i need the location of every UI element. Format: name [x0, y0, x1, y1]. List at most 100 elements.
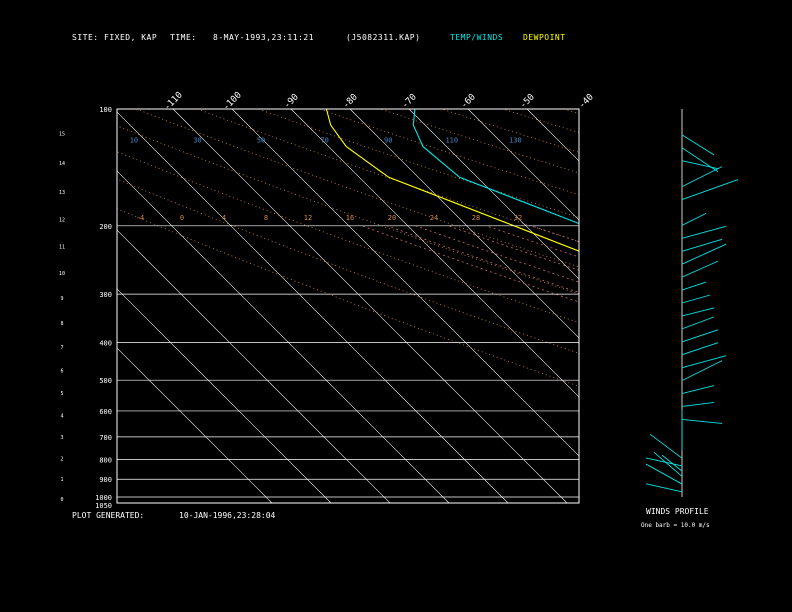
- moist-adiabat-label: 16: [346, 214, 354, 222]
- height-tick-label: 4: [60, 413, 63, 419]
- isotherm-line: [117, 347, 273, 503]
- dry-adiabat-label: 70: [320, 137, 328, 145]
- wind-vector: [681, 402, 715, 407]
- isotherm-top-label: -60: [459, 92, 478, 111]
- isotherm-top-label: -50: [518, 92, 537, 111]
- file-name: (J5082311.KAP): [346, 33, 421, 42]
- moist-adiabat-label: 28: [472, 214, 480, 222]
- wind-vector: [681, 160, 719, 170]
- pressure-tick-label: 200: [99, 223, 112, 231]
- isotherm-line: [408, 109, 579, 280]
- dry-adiabat-line: [117, 178, 579, 354]
- site-label: SITE:: [72, 33, 99, 42]
- wind-vector: [681, 134, 715, 156]
- height-tick-label: 1: [60, 477, 63, 483]
- sounding-dewpoint: [325, 109, 579, 252]
- wind-vector: [681, 307, 715, 317]
- isotherm-line: [117, 229, 391, 503]
- isotherm-top-label: -90: [282, 92, 301, 111]
- isotherm-line: [172, 109, 568, 503]
- moist-adiabat-label: 24: [430, 214, 438, 222]
- wind-vector: [681, 329, 719, 343]
- height-tick-label: 15: [59, 131, 65, 137]
- wind-vector: [681, 238, 723, 252]
- plot-area: [117, 109, 792, 505]
- isotherm-line: [349, 109, 579, 339]
- moist-adiabat-line: [723, 226, 792, 497]
- isotherm-line: [231, 109, 579, 457]
- height-tick-label: 5: [60, 391, 63, 397]
- dry-adiabat-line: [117, 151, 579, 324]
- height-tick-label: 7: [60, 345, 63, 351]
- dry-adiabat-line: [625, 109, 792, 505]
- wind-vector: [681, 166, 723, 188]
- isotherm-line: [586, 109, 792, 503]
- moist-adiabat-label: 20: [388, 214, 396, 222]
- pressure-tick-label: 700: [99, 434, 112, 442]
- height-tick-label: 8: [60, 321, 63, 327]
- moist-adiabat-line: [415, 225, 579, 283]
- wind-vector: [645, 457, 683, 467]
- pressure-tick-label: 500: [99, 377, 112, 385]
- isotherm-top-label: -80: [341, 92, 360, 111]
- isotherm-line: [117, 170, 450, 503]
- pressure-tick-label: 300: [99, 291, 112, 299]
- moist-adiabat-line: [448, 225, 579, 271]
- pressure-tick-label: 600: [99, 408, 112, 416]
- wind-vector: [681, 418, 723, 424]
- dry-adiabat-line: [117, 208, 579, 387]
- wind-vector: [681, 212, 707, 226]
- isotherm-line: [290, 109, 579, 398]
- wind-vector: [645, 483, 683, 493]
- moist-adiabat-line: [531, 225, 579, 243]
- moist-adiabat-label: 32: [514, 214, 522, 222]
- wind-vector: [681, 355, 727, 369]
- legend-temp-winds: TEMP/WINDS: [450, 33, 504, 42]
- pressure-tick-label: 900: [99, 476, 112, 484]
- wind-vector: [681, 147, 719, 173]
- height-tick-label: 6: [60, 368, 63, 374]
- legend-dewpoint: DEWPOINT: [523, 33, 566, 42]
- height-tick-label: 10: [59, 271, 65, 277]
- height-tick-label: 3: [60, 435, 63, 441]
- time-label: TIME:: [170, 33, 197, 42]
- moist-adiabat-label: 12: [304, 214, 312, 222]
- isotherm-line: [467, 109, 579, 221]
- wind-vector: [681, 225, 727, 239]
- wind-vector: [681, 179, 739, 200]
- dry-adiabat-line: [319, 109, 579, 196]
- pressure-tick-label: 400: [99, 340, 112, 348]
- height-tick-label: 13: [59, 190, 65, 196]
- pressure-tick-label: 1000: [95, 494, 112, 502]
- moist-adiabat-label: 4: [222, 214, 226, 222]
- height-tick-label: 9: [60, 296, 63, 302]
- plot-border: [116, 108, 580, 504]
- plot-generated-value: 10-JAN-1996,23:28:04: [179, 511, 276, 520]
- dry-adiabat-label: 130: [509, 137, 522, 145]
- wind-vector: [681, 385, 715, 394]
- moist-adiabat-line: [387, 225, 579, 293]
- dry-adiabat-label: 50: [257, 137, 265, 145]
- wind-vector: [653, 451, 683, 477]
- wind-vector: [681, 281, 707, 291]
- sounding-temp-winds: [412, 109, 579, 225]
- barb-note: One barb = 10.0 m/s: [641, 522, 710, 529]
- winds-profile-label: WINDS PROFILE: [646, 507, 709, 516]
- height-tick-label: 2: [60, 456, 63, 462]
- moist-adiabat-line: [486, 225, 579, 258]
- wind-vector: [661, 454, 683, 472]
- plot-generated-label: PLOT GENERATED:: [72, 511, 145, 520]
- height-tick-label: 0: [60, 497, 63, 503]
- wind-vector: [681, 243, 727, 265]
- isotherm-top-label: -70: [400, 92, 419, 111]
- isotherm-top-label: -40: [577, 92, 596, 111]
- height-tick-label: 14: [59, 161, 65, 167]
- height-tick-label: 12: [59, 218, 65, 224]
- dry-adiabat-line: [380, 109, 579, 174]
- dry-adiabat-line: [197, 109, 579, 243]
- wind-vector: [681, 316, 715, 330]
- dry-adiabat-line: [502, 109, 579, 133]
- height-tick-label: 11: [59, 245, 65, 251]
- pressure-tick-label: 100: [99, 106, 112, 114]
- dry-adiabat-line: [136, 109, 579, 268]
